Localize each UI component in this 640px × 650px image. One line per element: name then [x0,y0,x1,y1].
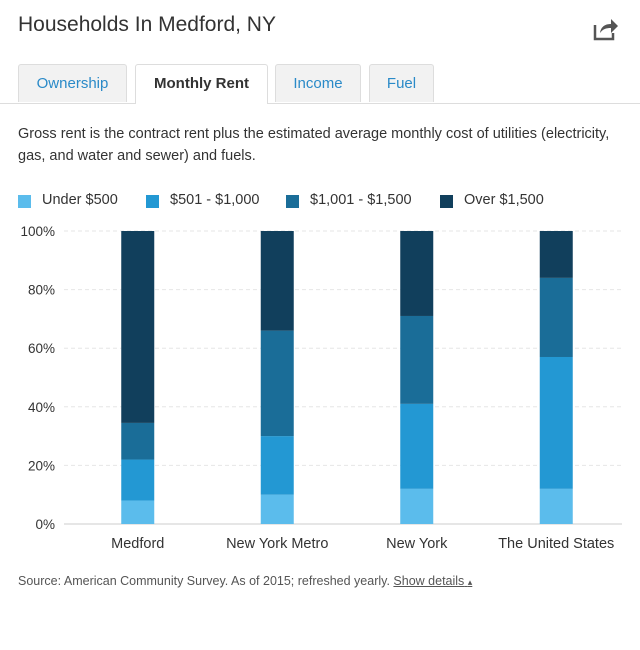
x-tick-label: New York [386,536,448,552]
legend-label: Under $500 [42,192,118,208]
legend-label: $501 - $1,000 [170,192,260,208]
bar-segment[interactable] [260,231,294,331]
tab-fuel[interactable]: Fuel [369,64,434,102]
share-button[interactable] [592,16,620,42]
x-tick-label: The United States [498,536,614,552]
caret-up-icon: ▴ [467,577,473,587]
share-icon [593,19,618,41]
bar-segment[interactable] [121,459,155,501]
bar-segment[interactable] [539,356,573,489]
x-tick-label: New York Metro [226,536,328,552]
bar-segment[interactable] [260,494,294,524]
tab-monthly-rent[interactable]: Monthly Rent [135,64,268,104]
tab-bar: Ownership Monthly Rent Income Fuel [0,64,640,104]
tab-income[interactable]: Income [275,64,361,102]
bar-segment[interactable] [400,231,434,316]
y-tick-label: 100% [20,224,55,239]
stacked-bar-chart: 0% 20% 40% 60% 80% 100% Medford New York Metro N… [20,224,622,552]
legend-label: Over $1,500 [464,192,544,208]
legend-swatch [146,195,159,208]
bar-segment[interactable] [539,231,573,278]
source-note: Source: American Community Survey. As of… [18,574,472,588]
y-tick-label: 0% [35,517,55,532]
legend-swatch [18,195,31,208]
bar-segment[interactable] [121,422,155,460]
legend-label: $1,001 - $1,500 [310,192,412,208]
x-tick-label: Medford [111,536,164,552]
show-details-link[interactable]: Show details ▴ [393,574,473,588]
bar-segment[interactable] [539,277,573,357]
y-tick-label: 40% [28,400,55,415]
bar-segment[interactable] [539,488,573,524]
source-text: Source: American Community Survey. As of… [18,574,390,588]
bar-segment[interactable] [260,436,294,495]
bar-segment[interactable] [121,500,155,524]
bar-segment[interactable] [400,488,434,524]
legend-swatch [440,195,453,208]
bar-segment[interactable] [400,315,434,404]
page-title: Households In Medford, NY [18,13,276,36]
y-tick-label: 20% [28,458,55,473]
chart-description: Gross rent is the contract rent plus the… [18,126,610,164]
legend-swatch [286,195,299,208]
bar-segment[interactable] [400,403,434,489]
bar-segment[interactable] [260,330,294,437]
bar-segment[interactable] [121,231,155,423]
tab-ownership[interactable]: Ownership [18,64,127,102]
y-tick-label: 60% [28,341,55,356]
y-tick-label: 80% [28,283,55,298]
